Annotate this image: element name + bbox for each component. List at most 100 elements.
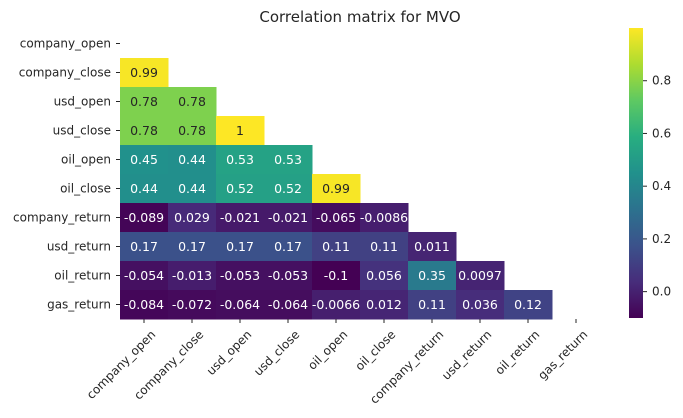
heatmap-cell: [408, 290, 457, 320]
heatmap-cell: [264, 145, 313, 175]
cell-value-label: -0.0066: [312, 297, 360, 312]
heatmap-cell: [168, 203, 217, 233]
y-tick-label: company_return: [13, 211, 111, 225]
cell-value-label: 0.17: [226, 239, 254, 254]
cell-value-label: -0.084: [124, 297, 164, 312]
heatmap-cell: [120, 174, 169, 204]
cell-value-label: 0.99: [130, 65, 158, 80]
cell-value-label: -0.072: [172, 297, 212, 312]
heatmap-cell: [168, 87, 217, 117]
colorbar: [629, 28, 643, 318]
cell-value-label: 0.78: [178, 94, 206, 109]
cell-value-label: 0.11: [370, 239, 398, 254]
heatmap-cell: [504, 290, 553, 320]
heatmap-cell: [408, 261, 457, 291]
heatmap-cell: [168, 145, 217, 175]
heatmap-cell: [264, 203, 313, 233]
y-tick-label: oil_open: [61, 153, 111, 167]
x-tick-label: gas_return: [535, 327, 590, 382]
y-tick-label: usd_open: [54, 95, 111, 109]
chart-title: Correlation matrix for MVO: [259, 8, 460, 26]
cell-value-label: 0.029: [174, 210, 210, 225]
heatmap-cell: [120, 58, 169, 88]
cell-value-label: -0.0086: [360, 210, 408, 225]
cell-value-label: 0.11: [322, 239, 350, 254]
x-axis: company_opencompany_closeusd_openusd_clo…: [84, 319, 590, 407]
cell-value-label: 0.011: [414, 239, 450, 254]
heatmap-cell: [216, 174, 265, 204]
heatmap-cell: [168, 290, 217, 320]
x-tick-label: usd_open: [204, 327, 255, 378]
heatmap-cell: [168, 261, 217, 291]
cell-value-label: -0.021: [268, 210, 308, 225]
heatmap-cell: [216, 116, 265, 146]
cell-value-label: 0.52: [226, 181, 254, 196]
cell-value-label: -0.1: [324, 268, 348, 283]
heatmap-cell: [216, 261, 265, 291]
y-tick-label: oil_close: [60, 182, 111, 196]
cell-value-label: -0.053: [268, 268, 308, 283]
x-tick-label: usd_return: [439, 327, 494, 382]
cell-value-label: 0.44: [178, 152, 206, 167]
cell-value-label: 1: [236, 123, 244, 138]
cell-value-label: 0.012: [366, 297, 402, 312]
cell-value-label: -0.064: [268, 297, 308, 312]
colorbar-tick-label: 0.2: [652, 232, 671, 246]
cell-value-label: 0.17: [130, 239, 158, 254]
heatmap-cell: [360, 232, 409, 262]
cell-value-label: -0.089: [124, 210, 164, 225]
heatmap-cell: [312, 203, 361, 233]
heatmap-cell: [312, 174, 361, 204]
cell-value-label: 0.17: [178, 239, 206, 254]
x-tick-label: oil_close: [352, 327, 398, 373]
x-tick-label: usd_close: [251, 327, 302, 378]
heatmap-cell: [216, 203, 265, 233]
heatmap-cell: [120, 203, 169, 233]
heatmap-cell: [456, 290, 505, 320]
heatmap-cell: [264, 290, 313, 320]
heatmap-cell: [360, 261, 409, 291]
y-tick-label: company_open: [20, 37, 111, 51]
cell-value-label: 0.53: [274, 152, 302, 167]
heatmap-cell: [264, 174, 313, 204]
cell-value-label: 0.52: [274, 181, 302, 196]
heatmap-cell: [360, 290, 409, 320]
heatmap-annotations: 0.99 0.78 0.78 0.78 0.78 1 0.45 0.44 0.53 0.53 0.4…: [124, 65, 542, 312]
heatmap-cell: [120, 87, 169, 117]
y-tick-label: usd_return: [47, 240, 111, 254]
y-tick-label: gas_return: [47, 298, 111, 312]
cell-value-label: 0.78: [130, 123, 158, 138]
cell-value-label: -0.065: [316, 210, 356, 225]
colorbar-tick-label: 0.8: [652, 74, 671, 88]
cell-value-label: 0.99: [322, 181, 350, 196]
heatmap-cell: [168, 232, 217, 262]
heatmap-cell: [264, 232, 313, 262]
heatmap-cell: [360, 203, 409, 233]
heatmap-cell: [456, 261, 505, 291]
colorbar-ticks: 0.0 0.2 0.4 0.6 0.8: [643, 74, 671, 299]
heatmap-cell: [216, 145, 265, 175]
cell-value-label: 0.44: [130, 181, 158, 196]
heatmap-cell: [120, 290, 169, 320]
heatmap-cell: [120, 232, 169, 262]
heatmap-cell: [168, 174, 217, 204]
cell-value-label: 0.11: [418, 297, 446, 312]
x-tick-label: oil_open: [305, 327, 350, 372]
colorbar-tick-label: 0.6: [652, 126, 671, 140]
heatmap-cell: [120, 116, 169, 146]
heatmap-cell: [120, 261, 169, 291]
heatmap-cells: [120, 58, 553, 320]
heatmap-cell: [312, 261, 361, 291]
colorbar-tick-label: 0.4: [652, 179, 671, 193]
heatmap-cell: [216, 290, 265, 320]
y-tick-label: company_close: [19, 66, 111, 80]
heatmap-cell: [312, 290, 361, 320]
x-tick-label: oil_return: [492, 327, 542, 377]
colorbar-tick-label: 0.0: [652, 285, 671, 299]
cell-value-label: -0.013: [172, 268, 212, 283]
heatmap-cell: [312, 232, 361, 262]
cell-value-label: 0.44: [178, 181, 206, 196]
heatmap-cell: [120, 145, 169, 175]
cell-value-label: 0.056: [366, 268, 402, 283]
